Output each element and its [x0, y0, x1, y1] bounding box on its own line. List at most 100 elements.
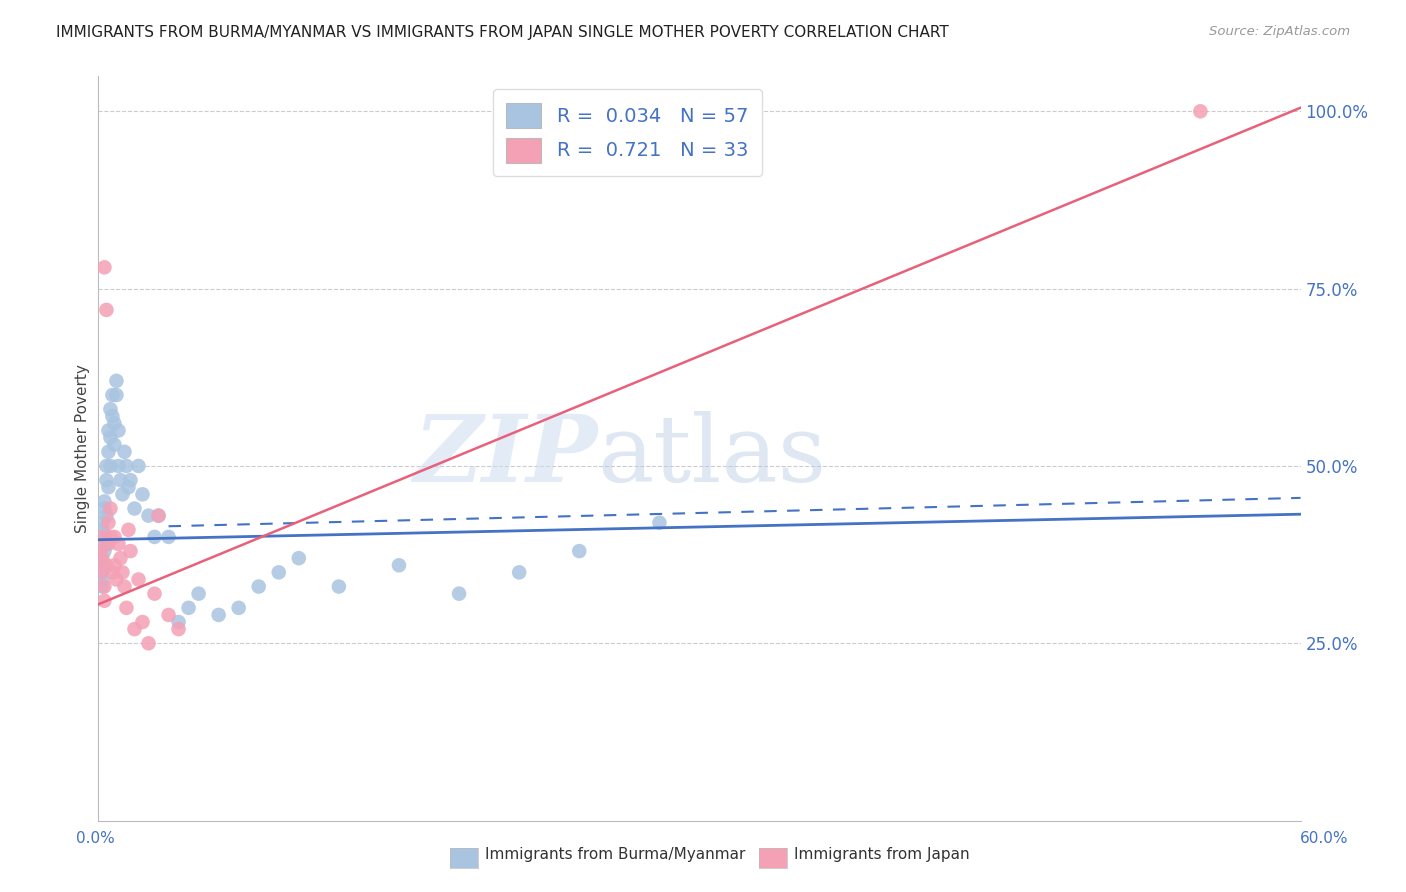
Point [128, 458, 150, 473]
Point [148, 508, 170, 523]
Point [100, 402, 122, 417]
Point [143, 530, 166, 544]
Point [97, 537, 120, 551]
Point [93, 530, 115, 544]
Point [111, 487, 134, 501]
Point [114, 444, 136, 458]
Point [648, 516, 671, 530]
Point [148, 508, 170, 523]
Text: Source: ZipAtlas.com: Source: ZipAtlas.com [1209, 25, 1350, 38]
Point [128, 573, 150, 587]
Point [1189, 104, 1212, 119]
Legend: R =  0.034   N = 57, R =  0.721   N = 33: R = 0.034 N = 57, R = 0.721 N = 33 [492, 89, 762, 177]
Text: 60.0%: 60.0% [1301, 831, 1348, 847]
Point [93, 593, 115, 607]
Point [124, 622, 146, 636]
Point [91, 573, 114, 587]
Point [131, 487, 153, 501]
Point [91, 566, 114, 580]
Point [96, 473, 118, 487]
Point [177, 600, 200, 615]
Point [91, 516, 114, 530]
Y-axis label: Single Mother Poverty: Single Mother Poverty [75, 364, 90, 533]
Text: Immigrants from Japan: Immigrants from Japan [794, 847, 970, 862]
Point [91, 580, 114, 594]
Point [267, 566, 290, 580]
Point [97, 480, 120, 494]
Point [96, 458, 118, 473]
Text: IMMIGRANTS FROM BURMA/MYANMAR VS IMMIGRANTS FROM JAPAN SINGLE MOTHER POVERTY COR: IMMIGRANTS FROM BURMA/MYANMAR VS IMMIGRA… [56, 25, 949, 40]
Point [89, 551, 111, 566]
Point [96, 537, 118, 551]
Point [93, 494, 115, 508]
Point [124, 501, 146, 516]
Point [107, 458, 129, 473]
Point [91, 551, 114, 566]
Text: ZIP: ZIP [413, 410, 598, 500]
Point [105, 374, 128, 388]
Point [388, 558, 411, 573]
Point [93, 580, 115, 594]
Text: 0.0%: 0.0% [76, 831, 115, 847]
Point [568, 544, 591, 558]
Point [93, 260, 115, 275]
Point [167, 622, 190, 636]
Point [96, 302, 118, 317]
Point [89, 558, 111, 573]
Point [89, 544, 111, 558]
Point [114, 580, 136, 594]
Point [89, 544, 111, 558]
Point [115, 600, 138, 615]
Point [117, 523, 139, 537]
Point [120, 544, 142, 558]
Point [111, 566, 134, 580]
Point [100, 431, 122, 445]
Point [103, 438, 125, 452]
Text: Immigrants from Burma/Myanmar: Immigrants from Burma/Myanmar [485, 847, 745, 862]
Point [96, 558, 118, 573]
Point [100, 458, 122, 473]
Point [103, 558, 125, 573]
Point [103, 417, 125, 431]
Point [187, 587, 209, 601]
Point [103, 530, 125, 544]
Point [93, 501, 115, 516]
Point [101, 388, 124, 402]
Point [100, 501, 122, 516]
Point [228, 600, 250, 615]
Point [288, 551, 311, 566]
Point [101, 566, 124, 580]
Point [508, 566, 530, 580]
Point [97, 516, 120, 530]
Point [107, 424, 129, 438]
Point [91, 530, 114, 544]
Point [167, 615, 190, 629]
Point [115, 458, 138, 473]
Text: atlas: atlas [598, 410, 827, 500]
Point [93, 544, 115, 558]
Point [89, 566, 111, 580]
Point [131, 615, 153, 629]
Point [96, 508, 118, 523]
Point [97, 444, 120, 458]
Point [91, 523, 114, 537]
Point [447, 587, 470, 601]
Point [117, 480, 139, 494]
Point [328, 580, 350, 594]
Point [110, 551, 132, 566]
Point [157, 607, 180, 622]
Point [138, 636, 160, 650]
Point [97, 424, 120, 438]
Point [107, 537, 129, 551]
Point [101, 409, 124, 424]
Point [143, 587, 166, 601]
Point [105, 388, 128, 402]
Point [105, 573, 128, 587]
Point [157, 530, 180, 544]
Point [120, 473, 142, 487]
Point [110, 473, 132, 487]
Point [100, 530, 122, 544]
Point [208, 607, 231, 622]
Point [138, 508, 160, 523]
Point [247, 580, 270, 594]
